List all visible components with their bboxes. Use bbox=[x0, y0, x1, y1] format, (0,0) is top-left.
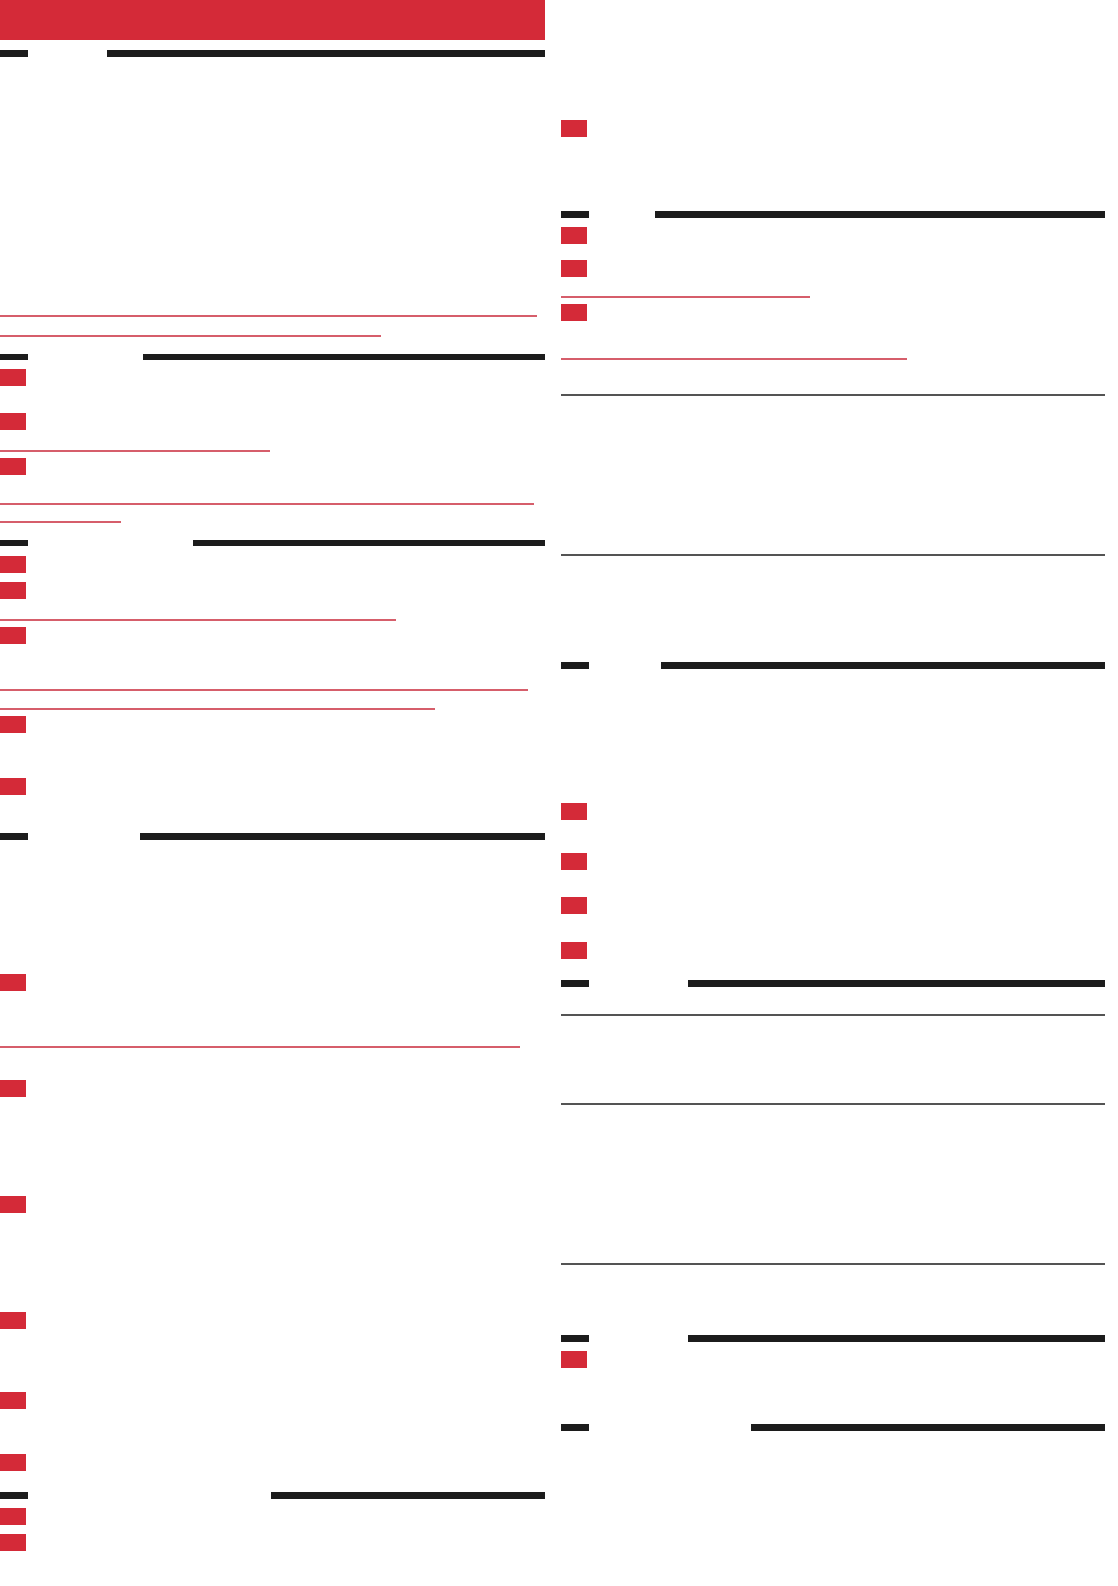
heading-rule bbox=[661, 662, 1105, 669]
heading-rule bbox=[193, 540, 545, 546]
bullet bbox=[0, 1080, 26, 1097]
heading-marker bbox=[561, 1335, 589, 1342]
bullet bbox=[561, 304, 587, 321]
bullet bbox=[0, 1508, 26, 1525]
heading-rule bbox=[140, 833, 545, 840]
section-heading bbox=[561, 1424, 1105, 1431]
heading-marker bbox=[561, 1424, 589, 1431]
bullet bbox=[0, 413, 26, 430]
bullet bbox=[561, 260, 587, 277]
section-heading bbox=[561, 1335, 1105, 1342]
bullet bbox=[0, 778, 26, 795]
bullet bbox=[0, 1312, 26, 1329]
heading-rule bbox=[688, 980, 1105, 987]
bullet bbox=[0, 369, 26, 386]
section-heading bbox=[561, 662, 1105, 669]
bullet bbox=[561, 897, 587, 914]
heading-marker bbox=[0, 540, 28, 546]
bullet bbox=[0, 1392, 26, 1409]
bullet bbox=[561, 1351, 587, 1368]
heading-marker bbox=[561, 662, 589, 669]
bullet bbox=[561, 942, 587, 959]
bullet bbox=[0, 716, 26, 733]
heading-rule bbox=[655, 211, 1105, 218]
bullet bbox=[0, 1196, 26, 1213]
heading-rule bbox=[107, 50, 545, 57]
heading-marker bbox=[0, 833, 28, 840]
heading-marker bbox=[0, 1492, 28, 1499]
heading-marker bbox=[0, 50, 28, 57]
heading-marker bbox=[561, 211, 589, 218]
header-bar bbox=[0, 0, 545, 40]
heading-rule bbox=[688, 1335, 1105, 1342]
bullet bbox=[0, 974, 26, 991]
bullet bbox=[0, 1454, 26, 1471]
bullet bbox=[561, 853, 587, 870]
bullet bbox=[561, 803, 587, 820]
section-heading bbox=[561, 980, 1105, 987]
section-heading bbox=[0, 1492, 545, 1499]
heading-rule bbox=[271, 1492, 545, 1499]
heading-rule bbox=[751, 1424, 1105, 1431]
bullet bbox=[0, 458, 26, 475]
section-heading bbox=[0, 50, 545, 57]
bullet bbox=[561, 120, 587, 137]
section-heading bbox=[0, 540, 545, 546]
heading-rule bbox=[143, 354, 545, 360]
bullet bbox=[0, 1534, 26, 1551]
bullet bbox=[0, 556, 26, 573]
section-heading bbox=[0, 354, 545, 360]
section-heading bbox=[0, 833, 545, 840]
section-heading bbox=[561, 211, 1105, 218]
bullet bbox=[561, 227, 587, 244]
bullet bbox=[0, 582, 26, 599]
bullet bbox=[0, 627, 26, 644]
heading-marker bbox=[561, 980, 589, 987]
heading-marker bbox=[0, 354, 28, 360]
